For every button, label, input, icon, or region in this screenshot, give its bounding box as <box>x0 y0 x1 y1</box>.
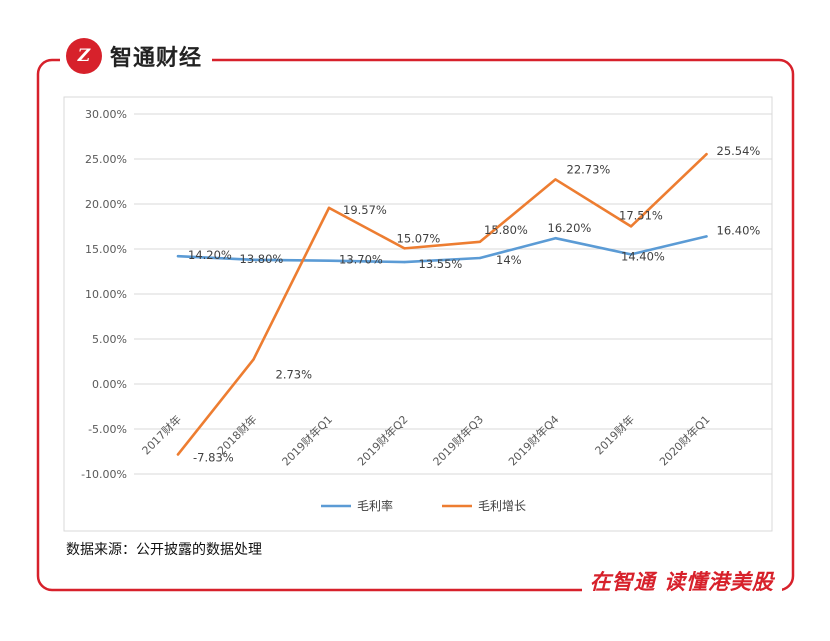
data-label: 25.54% <box>717 144 761 158</box>
data-label: 16.40% <box>717 223 761 237</box>
x-tick-label: 2017财年 <box>139 412 184 457</box>
data-label: 13.70% <box>339 253 383 267</box>
data-point <box>705 152 708 156</box>
y-tick-label: 20.00% <box>85 198 127 211</box>
x-tick-label: 2019财年 <box>592 412 637 457</box>
data-point <box>252 258 255 261</box>
legend-label: 毛利增长 <box>478 499 526 513</box>
legend: 毛利率 毛利增长 <box>321 498 526 513</box>
data-point <box>327 259 331 262</box>
series-line-0 <box>176 235 708 264</box>
data-label: 15.80% <box>484 223 528 237</box>
data-point <box>554 237 557 240</box>
series-line-1 <box>176 152 708 456</box>
data-label: -7.83% <box>193 450 234 464</box>
data-point <box>478 240 482 243</box>
data-label: 2.73% <box>276 367 313 381</box>
y-tick-label: 5.00% <box>92 333 127 346</box>
data-label: 22.73% <box>567 162 611 176</box>
data-point <box>176 255 180 258</box>
data-label: 19.57% <box>343 203 387 217</box>
series-lines <box>176 152 708 456</box>
data-label: 13.80% <box>240 252 284 266</box>
data-point <box>403 260 406 264</box>
data-label: 14.40% <box>621 249 665 263</box>
x-tick-label: 2019财年Q3 <box>430 412 486 468</box>
x-tick-label: 2019财年Q4 <box>505 412 561 468</box>
y-tick-label: -10.00% <box>81 468 127 481</box>
y-tick-label: 30.00% <box>85 108 127 121</box>
data-point <box>327 206 331 210</box>
data-labels: 14.20% 13.80% 13.70% 13.55% 14% 16.20% 14.40% 1… <box>188 144 760 464</box>
data-point <box>176 453 180 456</box>
y-axis-ticks: -10.00% -5.00% 0.00% 5.00% 10.00% 15.00% 20.00… <box>81 108 127 481</box>
data-label: 16.20% <box>548 221 592 235</box>
x-tick-label: 2020财年Q1 <box>656 412 712 468</box>
y-tick-label: 0.00% <box>92 378 127 391</box>
data-point <box>705 235 708 238</box>
data-label: 17.51% <box>619 208 663 222</box>
data-source-note: 数据来源：公开披露的数据处理 <box>66 542 262 558</box>
data-point <box>554 178 557 181</box>
zhitong-logo-icon: Z <box>66 38 102 74</box>
data-point <box>403 247 406 250</box>
y-tick-label: 10.00% <box>85 288 127 301</box>
data-label: 15.07% <box>397 231 441 245</box>
brand-name: 智通财经 <box>110 46 203 71</box>
data-point <box>478 256 482 260</box>
x-tick-label: 2019财年Q2 <box>354 412 410 468</box>
x-tick-label: 2019财年Q1 <box>279 412 335 468</box>
legend-label: 毛利率 <box>357 498 393 513</box>
y-tick-label: -5.00% <box>88 423 127 436</box>
gridlines <box>134 113 772 475</box>
brand-header: Z 智通财经 <box>60 36 213 76</box>
y-tick-label: 15.00% <box>85 243 127 256</box>
data-label: 13.55% <box>419 257 463 271</box>
data-point <box>629 253 633 256</box>
data-label: 14% <box>496 253 522 267</box>
data-point <box>629 225 633 228</box>
brand-slogan: 在智通 读懂港美股 <box>581 566 782 596</box>
data-point <box>252 358 255 361</box>
plot-area-border <box>63 96 773 532</box>
data-label: 14.20% <box>188 248 232 262</box>
y-tick-label: 25.00% <box>85 153 127 166</box>
